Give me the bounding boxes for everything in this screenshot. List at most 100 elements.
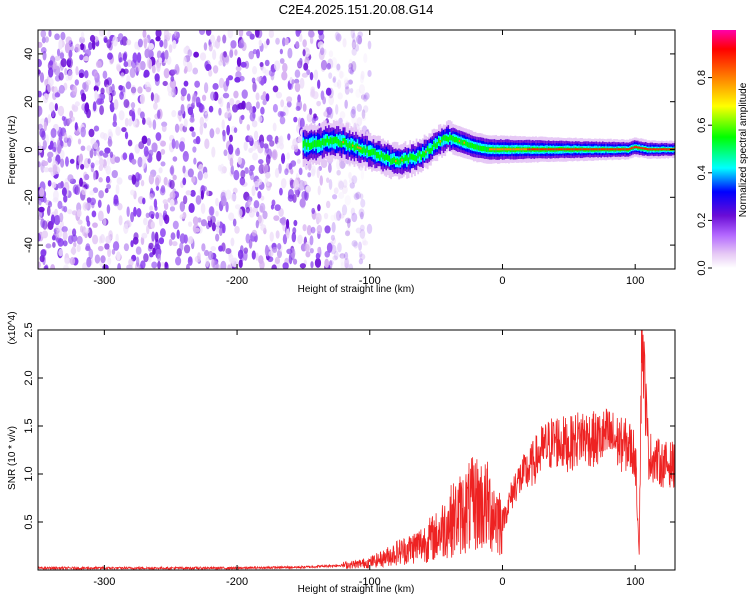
noise-speckle [244,167,249,174]
ridge-band-4 [353,144,356,152]
noise-speckle [344,251,349,261]
noise-speckle [153,198,158,209]
ridge-peak [503,148,506,151]
noise-speckle [202,108,209,115]
noise-speckle [107,52,113,60]
ridge-peak [514,148,517,151]
noise-speckle [205,63,212,72]
noise-speckle [322,96,327,105]
noise-speckle [54,33,60,41]
noise-speckle [119,39,124,46]
noise-speckle [253,180,260,188]
noise-speckle [107,257,112,265]
snr-line [38,330,675,570]
noise-speckle [328,50,334,58]
noise-speckle [274,168,280,178]
noise-speckle [97,245,104,252]
noise-speckle [253,130,259,141]
noise-speckle [65,36,72,45]
ridge-peak [527,148,529,151]
noise-speckle [212,49,217,61]
noise-speckle [363,105,369,113]
noise-speckle [193,227,201,233]
noise-speckle [89,190,95,196]
noise-speckle [116,177,123,185]
noise-speckle [48,167,54,173]
noise-speckle [367,40,372,50]
noise-speckle [350,108,356,119]
ridge-peak [568,148,571,151]
noise-speckle [118,84,123,91]
noise-speckle [364,92,370,100]
noise-speckle [344,77,349,84]
noise-speckle [38,105,43,117]
noise-speckle [243,250,248,261]
noise-speckle [334,31,340,41]
noise-speckle [342,179,348,189]
noise-speckle [238,30,244,38]
ridge-peak [559,148,561,151]
noise-speckle [139,93,145,105]
noise-speckle [38,232,42,242]
ridge-band-4 [347,143,350,150]
noise-speckle [222,223,226,234]
noise-speckle [347,218,351,229]
noise-speckle [169,78,177,89]
noise-speckle [342,38,347,48]
noise-speckle [265,171,271,179]
noise-speckle [123,99,130,108]
noise-speckle [76,209,82,218]
ridge-peak [590,148,593,151]
ridge-peak [617,148,620,151]
noise-speckle [222,92,230,99]
noise-speckle [304,243,310,252]
noise-speckle [272,122,277,132]
noise-speckle [74,122,78,131]
ridge-band-4 [391,157,394,165]
ridge-band-4 [308,142,311,151]
ridge-peak [579,148,582,151]
noise-speckle [232,218,237,227]
noise-speckle [284,168,289,176]
ridge-band-4 [305,142,308,150]
noise-speckle [119,91,124,100]
noise-speckle [43,167,50,173]
noise-speckle [172,156,178,162]
noise-speckle [245,206,251,214]
noise-speckle [310,261,314,269]
noise-speckle [163,39,168,49]
ridge-peak [651,148,654,151]
noise-speckle [358,241,362,251]
ridge-band-3 [434,138,437,149]
noise-speckle [251,250,256,260]
noise-speckle [302,39,307,48]
ridge-peak [359,147,362,150]
noise-speckle [107,248,112,258]
noise-speckle [156,109,161,119]
noise-speckle [301,72,309,78]
noise-speckle [79,54,84,61]
noise-speckle [95,98,103,106]
ridge-peak [522,148,525,151]
noise-speckle [313,69,319,81]
noise-speckle [134,41,139,50]
noise-speckle [336,63,341,71]
colorbar: 0.0 0.2 0.4 0.6 0.8 Normalized spectral ampl… [696,30,749,276]
noise-speckle [94,254,101,264]
ridge-band-4 [379,154,381,161]
ridge-band-4 [484,146,486,152]
ridge-band-4 [417,152,420,159]
noise-speckle [333,82,340,88]
noise-speckle [355,227,362,234]
noise-speckle [344,230,351,237]
noise-speckle [260,195,265,201]
ridge-band-4 [433,141,436,148]
noise-speckle [271,149,278,161]
noise-speckle [92,234,99,245]
noise-speckle [93,149,97,157]
noise-speckle [58,72,64,81]
noise-speckle [143,217,148,226]
noise-speckle [226,124,231,136]
ridge-band-4 [337,138,340,146]
noise-speckle [344,99,348,109]
